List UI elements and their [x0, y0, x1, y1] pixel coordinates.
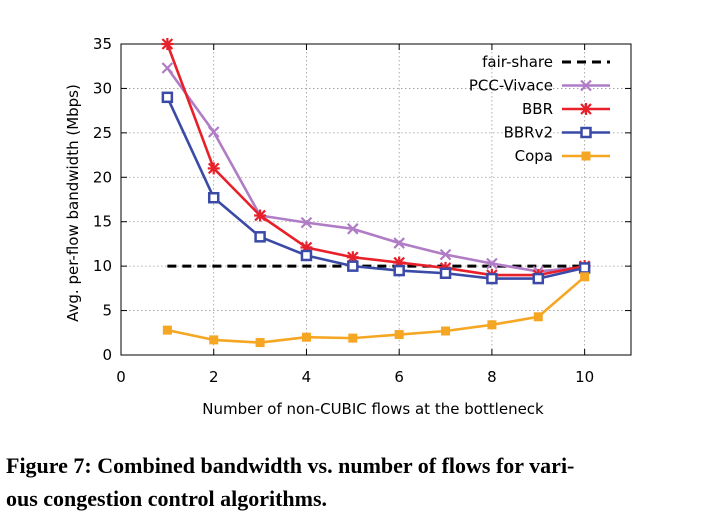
series-line — [166, 96, 585, 280]
legend-marker — [580, 79, 592, 92]
series-bbr — [161, 38, 591, 282]
x-tick-label: 10 — [575, 368, 594, 386]
legend-label: BBR — [522, 100, 553, 118]
data-point — [347, 260, 359, 272]
y-tick-label: 15 — [93, 213, 112, 231]
marker-stroke — [347, 223, 359, 235]
data-point — [162, 325, 172, 335]
data-point — [207, 162, 220, 175]
x-tick-label: 4 — [302, 368, 312, 386]
figure-caption-line-2: ous congestion control algorithms. — [6, 486, 328, 511]
legend-entry: PCC-Vivace — [469, 77, 610, 95]
data-point — [207, 191, 220, 204]
y-tick-label: 0 — [102, 346, 112, 364]
data-point — [301, 332, 311, 342]
data-point — [300, 249, 313, 262]
data-point — [161, 38, 174, 50]
figure-caption-line-1: Figure 7: Combined bandwidth vs. number … — [6, 453, 575, 478]
data-point — [439, 248, 452, 261]
series-line — [167, 275, 586, 344]
legend-marker — [580, 126, 592, 139]
data-point — [487, 320, 497, 330]
legend-label: fair-share — [482, 53, 553, 71]
data-point — [347, 223, 359, 235]
marker-stroke — [580, 79, 592, 92]
legend-label: PCC-Vivace — [469, 77, 553, 95]
data-point — [348, 333, 358, 343]
series-bbrv2 — [161, 91, 591, 285]
x-tick-label: 2 — [209, 368, 219, 386]
series-copa — [162, 272, 590, 348]
legend-label: BBRv2 — [504, 124, 553, 142]
data-point — [394, 330, 404, 340]
data-point — [300, 216, 313, 229]
data-point — [254, 209, 267, 222]
series-line — [166, 43, 585, 277]
marker-stroke — [207, 126, 220, 138]
legend-label: Copa — [515, 147, 553, 165]
legend-entry: fair-share — [482, 53, 610, 71]
data-point — [209, 335, 219, 345]
figure-caption: Figure 7: Combined bandwidth vs. number … — [6, 449, 706, 515]
y-tick-label: 10 — [93, 257, 112, 275]
data-point — [486, 257, 498, 270]
data-point — [580, 272, 590, 282]
legend-entry: BBRv2 — [504, 124, 610, 142]
x-tick-label: 0 — [116, 368, 126, 386]
legend-entry: BBR — [522, 100, 610, 118]
data-point — [578, 262, 591, 274]
data-point — [393, 237, 405, 249]
data-point — [486, 272, 498, 285]
y-tick-label: 30 — [93, 79, 112, 97]
marker-stroke — [161, 62, 174, 74]
data-point — [393, 264, 405, 277]
data-point — [254, 231, 266, 243]
series-pcc-vivace — [161, 62, 591, 278]
y-axis-label: Avg. per-flow bandwidth (Mbps) — [64, 84, 82, 322]
data-point — [207, 126, 220, 138]
y-tick-label: 25 — [93, 124, 112, 142]
marker-stroke — [393, 237, 405, 249]
legend-entry: Copa — [515, 147, 610, 165]
legend: fair-share PCC-Vivace BBR BBRv2 Copa — [469, 53, 610, 165]
legend-marker — [580, 103, 592, 115]
marker-stroke — [439, 248, 452, 261]
x-tick-label: 8 — [487, 368, 497, 386]
y-tick-label: 20 — [93, 168, 112, 186]
series-line — [166, 67, 585, 273]
data-point — [533, 312, 543, 322]
legend-marker — [581, 151, 591, 161]
data-point — [441, 326, 451, 336]
series-lines — [161, 38, 591, 348]
grid-lines — [121, 43, 631, 355]
marker-stroke — [486, 257, 498, 270]
x-axis-label: Number of non-CUBIC flows at the bottlen… — [202, 400, 544, 418]
data-point — [439, 267, 452, 280]
y-tick-label: 5 — [102, 302, 112, 320]
plot-frame — [120, 43, 632, 356]
x-tick-label: 6 — [394, 368, 404, 386]
data-point — [161, 91, 174, 104]
data-point — [161, 62, 174, 74]
axes — [120, 43, 632, 356]
tick-labels: 0 5 10 15 20 25 30 35 0 2 4 6 8 10 — [93, 35, 594, 386]
data-point — [532, 272, 545, 285]
marker-stroke — [300, 216, 313, 229]
line-chart: 0 5 10 15 20 25 30 35 0 2 4 6 8 10 fair-share PCC-Viva… — [64, 35, 632, 418]
data-point — [255, 338, 265, 348]
y-tick-label: 35 — [93, 35, 112, 53]
